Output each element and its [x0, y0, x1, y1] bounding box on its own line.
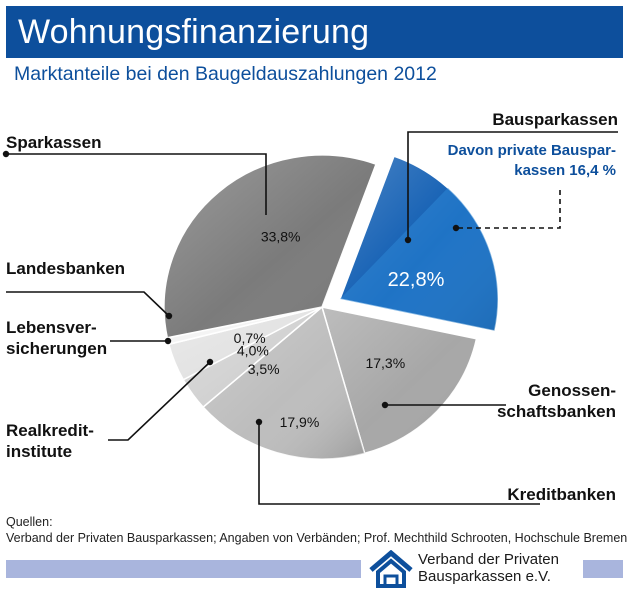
leader-line-landesbanken: [6, 291, 170, 317]
footer-strip-right: [583, 560, 623, 578]
pie-slice-shade-realkredit-institute: [183, 307, 322, 408]
value-label-realkredit-institute: 3,5%: [248, 361, 280, 377]
leader-dot-kreditbanken: [255, 418, 263, 426]
leader-dot-realkredit-institute: [206, 358, 214, 366]
category-label-sparkassen: Sparkassen: [6, 133, 101, 152]
leader-dot-bausparkassen: [404, 236, 412, 244]
value-label-landesbanken: 0,7%: [234, 330, 266, 346]
leader-line-realkredit-institute: [108, 361, 211, 441]
leader-dot-private-bausparkassen: [452, 224, 460, 232]
pie-slice-shade-sparkassen: [164, 155, 377, 338]
leader-dot-genossen-schaftsbanken: [381, 401, 389, 409]
leader-lines: [2, 131, 618, 505]
slice-labels: 22,8% Bausparkassen Davon private Bauspar-…: [6, 110, 618, 504]
logo-line-2: Bausparkassen e.V.: [418, 568, 551, 585]
logo-text: Verband der Privaten Bausparkassen e.V.: [418, 551, 559, 585]
category-label-bausparkassen: Bausparkassen: [492, 110, 618, 129]
pie-chart: 22,8% Bausparkassen Davon private Bauspar-…: [2, 110, 618, 505]
pie-slices: [163, 154, 499, 460]
value-label-bausparkassen: 22,8%: [388, 269, 445, 291]
sources-note: Quellen: Verband der Privaten Bausparkas…: [6, 514, 627, 546]
leader-line-sparkassen: [6, 153, 267, 215]
footer-strip: [6, 560, 361, 578]
pie-slice-shade-kreditbanken: [203, 307, 365, 459]
category-label-kreditbanken: Kreditbanken: [507, 485, 616, 504]
page-title: Wohnungsfinanzierung: [18, 13, 370, 51]
category-label-genossen-schaftsbanken: Genossen-schaftsbanken: [497, 381, 616, 421]
publisher-logo: Verband der Privaten Bausparkassen e.V.: [366, 549, 580, 589]
leader-line-bausparkassen: [407, 131, 618, 240]
leader-line-kreditbanken: [258, 422, 540, 505]
value-label-kreditbanken: 17,9%: [280, 414, 320, 430]
leader-line-private-bausparkassen: [456, 190, 561, 229]
value-label-genossen-schaftsbanken: 17,3%: [365, 355, 405, 371]
chart-subtitle: Marktanteile bei den Baugeldauszahlungen…: [14, 63, 437, 85]
leader-dot-sparkassen: [2, 150, 10, 158]
title-bar: Wohnungsfinanzierung: [6, 6, 623, 58]
sub-label-private-bausparkassen: Davon private Bauspar-kassen 16,4 %: [448, 142, 616, 179]
leader-dot-lebensver-sicherungen: [164, 337, 172, 345]
value-label-lebensver-sicherungen: 4,0%: [237, 343, 269, 359]
leader-dot-landesbanken: [165, 312, 173, 320]
pie-slice-shade-genossen-schaftsbanken: [322, 307, 477, 454]
category-label-landesbanken: Landesbanken: [6, 259, 125, 278]
sources-text: Verband der Privaten Bausparkassen; Anga…: [6, 531, 628, 545]
category-label-realkredit-institute: Realkredit-institute: [6, 421, 94, 461]
value-label-sparkassen: 33,8%: [261, 229, 301, 245]
logo-line-1: Verband der Privaten: [418, 551, 559, 568]
pie-subslice-private-bausparkassen: [340, 187, 499, 331]
category-label-lebensver-sicherungen: Lebensver-sicherungen: [6, 318, 107, 358]
house-logo-icon: [369, 550, 413, 588]
pie-slice-shade-landesbanken: [167, 307, 322, 345]
sources-heading: Quellen:: [6, 515, 53, 529]
